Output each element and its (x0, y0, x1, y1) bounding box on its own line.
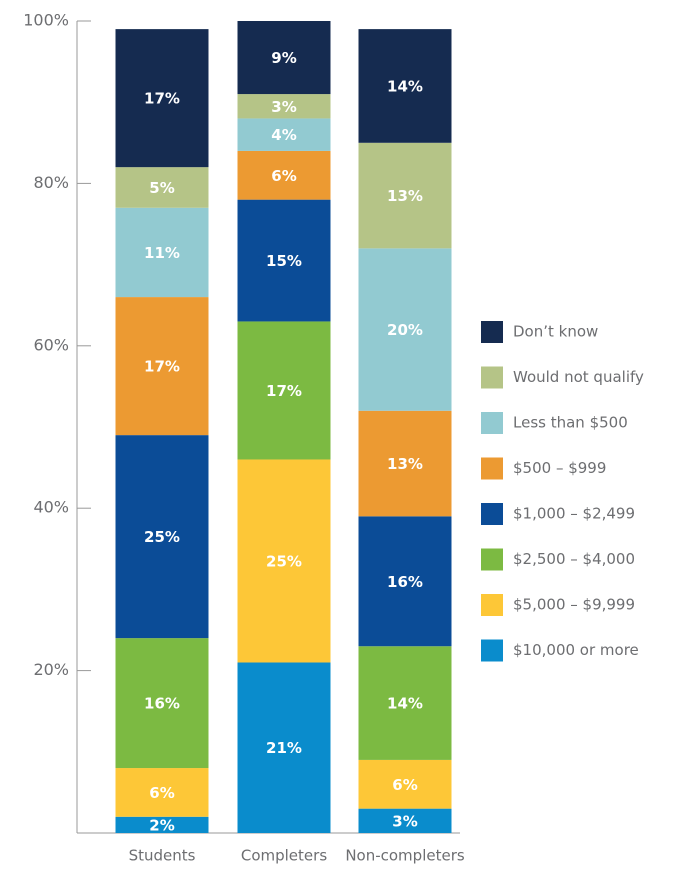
value-label: 3% (271, 98, 296, 116)
value-label: 17% (144, 90, 180, 108)
legend-label: $10,000 or more (513, 641, 639, 659)
value-label: 9% (271, 49, 296, 67)
bar-segment (237, 199, 331, 322)
x-tick-label: Non-completers (345, 847, 465, 865)
bar-segment (115, 207, 209, 298)
legend-swatch (481, 594, 503, 616)
bar-segment (358, 142, 452, 249)
bar-segment (237, 321, 331, 460)
bar-segment (358, 759, 452, 809)
y-tick-label: 40% (33, 498, 69, 517)
legend-label: Would not qualify (513, 368, 644, 386)
value-label: 14% (387, 77, 423, 95)
bar-segment (358, 29, 452, 143)
legend-swatch (481, 503, 503, 525)
legend-swatch (481, 457, 503, 480)
legend-swatch (481, 321, 503, 343)
bar-segment (237, 94, 331, 119)
value-label: 3% (392, 812, 417, 830)
legend-label: $2,500 – $4,000 (513, 550, 635, 568)
y-tick-label: 100% (23, 11, 69, 30)
bar-segment (358, 808, 452, 833)
bar-segment (358, 248, 452, 411)
value-label: 16% (387, 573, 423, 591)
bar-segment (237, 118, 331, 151)
value-label: 17% (266, 382, 302, 400)
y-tick-label: 20% (33, 660, 69, 679)
value-label: 25% (144, 528, 180, 546)
value-label: 2% (149, 816, 174, 834)
bar-segment (237, 21, 331, 95)
bar-segment (237, 150, 331, 200)
bar-segment (237, 662, 331, 833)
legend-label: $500 – $999 (513, 459, 606, 477)
bar-segment (115, 167, 209, 208)
value-label: 4% (271, 126, 296, 144)
legend-swatch (481, 412, 503, 434)
legend-label: Less than $500 (513, 414, 628, 432)
bar-segment (115, 297, 209, 436)
legend-label: $1,000 – $2,499 (513, 505, 635, 523)
value-label: 5% (149, 179, 174, 197)
value-label: 15% (266, 252, 302, 270)
bar-segment (358, 410, 452, 517)
value-label: 21% (266, 739, 302, 757)
value-label: 6% (271, 167, 296, 185)
bar-segment (358, 516, 452, 647)
legend-label: $5,000 – $9,999 (513, 596, 635, 614)
value-label: 25% (266, 552, 302, 570)
value-label: 14% (387, 695, 423, 713)
value-label: 16% (144, 695, 180, 713)
bar-segment (115, 768, 209, 817)
value-label: 17% (144, 358, 180, 376)
value-label: 13% (387, 187, 423, 205)
legend-swatch (481, 639, 503, 662)
y-tick-label: 60% (33, 335, 69, 354)
legend-swatch (481, 548, 503, 571)
value-label: 20% (387, 321, 423, 339)
x-tick-label: Completers (241, 847, 327, 865)
bar-segment (115, 816, 209, 833)
value-label: 13% (387, 455, 423, 473)
bar-segment (115, 435, 209, 639)
legend-swatch (481, 366, 503, 389)
bar-segment (115, 29, 209, 168)
bar-segment (115, 638, 209, 769)
legend-label: Don’t know (513, 323, 598, 341)
bar-segment (358, 646, 452, 760)
x-tick-label: Students (129, 847, 196, 865)
value-label: 11% (144, 244, 180, 262)
value-label: 6% (392, 776, 417, 794)
bar-segment (237, 459, 331, 663)
y-tick-label: 80% (33, 173, 69, 192)
value-label: 6% (149, 784, 174, 802)
